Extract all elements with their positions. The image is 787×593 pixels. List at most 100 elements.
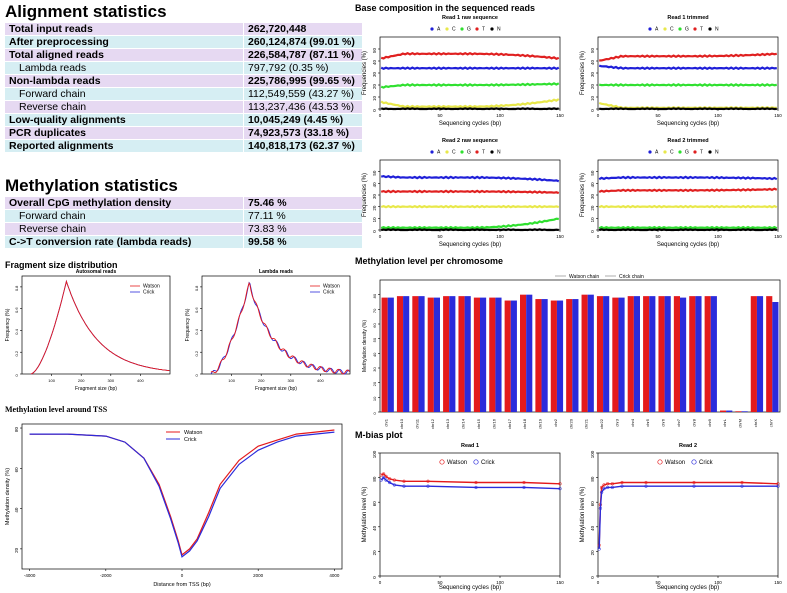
stats-label: Low-quality alignments	[5, 114, 243, 126]
mbias-point	[620, 484, 624, 488]
stats-row: Low-quality alignments 10,045,249 (4.45 %…	[5, 114, 362, 126]
fragment-panel-ytick-label: 0	[194, 374, 199, 377]
legend-dot-T	[693, 150, 697, 154]
fragment-panel-ytick-label: 0.8	[194, 285, 199, 291]
stats-row: Forward chain 77.11 %	[5, 210, 362, 222]
chromosome-bar	[603, 296, 610, 412]
base-series-G	[380, 217, 559, 230]
mbias-panel-xtick-label: 0	[597, 580, 600, 585]
legend-dot-G	[678, 27, 682, 31]
mbias-legend-dot	[473, 459, 479, 465]
tss-legend-label: Crick	[184, 437, 197, 443]
mbias-ylabel: Methylation level (%)	[362, 487, 368, 543]
base-panel-ytick-label: 10	[590, 96, 595, 102]
fragment-panel-xtick-label: 100	[48, 378, 55, 383]
chromosome-xtick-label: chr5	[645, 418, 650, 427]
stats-value: 260,124,874 (99.01 %)	[243, 36, 362, 48]
mbias-point	[387, 480, 392, 485]
stats-row: Overall CpG methylation density 75.46 %	[5, 197, 362, 209]
mbias-point	[426, 484, 430, 488]
mbias-point	[558, 482, 562, 486]
chromosome-xtick-label: chr13	[445, 418, 450, 429]
stats-value: 112,549,559 (43.27 %)	[243, 88, 362, 100]
mbias-panel-frame	[597, 452, 779, 577]
stats-label: After preprocessing	[5, 36, 243, 48]
chromosome-xtick-label: chr12	[430, 418, 435, 429]
legend-dot-T	[475, 150, 479, 154]
fragment-size-title: Fragment size distribution	[5, 260, 118, 270]
chromosome-ytick-label: 60	[372, 323, 377, 328]
mbias-panel-frame	[379, 452, 561, 577]
mbias-point	[602, 487, 606, 491]
mbias-point	[392, 478, 397, 482]
base-panel-xtick-label: 100	[496, 234, 504, 239]
base-panel-xtick-label: 0	[597, 113, 600, 118]
legend-dot-T	[693, 27, 697, 31]
base-panel-ytick-label: 0	[590, 109, 595, 112]
stats-value: 10,045,249 (4.45 %)	[243, 114, 362, 126]
chromosome-xtick-label: chr15	[476, 418, 481, 429]
legend-label-N: N	[715, 150, 719, 156]
base-panel-frame	[597, 36, 779, 110]
chromosome-bar	[704, 296, 711, 412]
base-panel-xtick-label: 50	[437, 113, 443, 118]
chromosome-bar	[633, 296, 640, 412]
base-xlabel: Sequencing cycles (bp)	[439, 121, 501, 127]
mbias-point	[692, 480, 696, 485]
legend-label-T: T	[482, 27, 485, 33]
legend-label-A: A	[655, 150, 659, 156]
chromosome-ylabel: Methylation density (%)	[362, 320, 368, 372]
chromosome-bar	[427, 297, 434, 412]
legend-label-G: G	[685, 27, 689, 33]
tss-ytick-label: 20	[14, 547, 19, 553]
base-ylabel: Frequencies (%)	[580, 173, 586, 217]
legend-dot-A	[648, 150, 652, 154]
legend-label-C: C	[670, 150, 674, 156]
chromosome-xtick-label: chr11	[414, 418, 419, 428]
base-panel-xtick-label: 0	[597, 234, 600, 239]
mbias-panel-xtick-label: 100	[496, 580, 504, 585]
mbias-panel-title: Read 2	[679, 443, 697, 449]
chromosome-xtick-label: chrL	[722, 418, 727, 427]
legend-label-C: C	[452, 27, 456, 33]
base-panel-xtick-label: 50	[655, 113, 661, 118]
chromosome-bar	[412, 296, 419, 412]
mbias-panel-title: Read 1	[461, 443, 479, 449]
base-panel-title: Read 1 trimmed	[667, 15, 708, 21]
base-panel-ytick-label: 40	[372, 182, 377, 188]
mbias-legend-label: Watson	[665, 460, 685, 466]
stats-value: 99.58 %	[243, 236, 362, 248]
base-panel-xtick-label: 150	[774, 113, 782, 118]
tss-frame	[21, 423, 343, 570]
chromosome-ytick-label: 20	[372, 381, 377, 386]
chromosome-ytick-label: 0	[372, 412, 377, 415]
base-panel-ytick-label: 20	[590, 84, 595, 90]
base-xlabel: Sequencing cycles (bp)	[439, 242, 501, 248]
fragment-series-watson	[30, 279, 170, 375]
base-panel-ytick-label: 30	[372, 72, 377, 78]
base-panel-ytick-label: 20	[372, 205, 377, 211]
tss-legend-label: Watson	[184, 430, 202, 436]
fragment-ylabel: Frequency (%)	[5, 308, 11, 341]
fragment-panel-xtick-label: 300	[107, 378, 114, 383]
base-panel-xtick-label: 150	[556, 234, 564, 239]
base-series-T	[380, 189, 560, 195]
base-series-N	[598, 228, 778, 232]
mbias-point	[598, 506, 603, 511]
legend-label-C: C	[670, 27, 674, 33]
stats-value: 262,720,448	[243, 23, 362, 35]
fragment-panel-ytick-label: 0.2	[194, 350, 199, 356]
stats-label: Lambda reads	[5, 62, 243, 74]
mbias-legend-dot	[691, 459, 697, 465]
stats-label: Forward chain	[5, 210, 243, 222]
base-panel-xtick-label: 0	[379, 234, 382, 239]
mbias-series-Crick	[380, 476, 561, 490]
chromosome-bar	[710, 296, 717, 412]
legend-dot-C	[445, 150, 449, 154]
mbias-point	[402, 484, 406, 488]
chromosome-bar	[526, 294, 533, 412]
base-panel-frame	[379, 159, 561, 231]
chromosome-legend-label: Crick chain	[619, 274, 644, 280]
mbias-legend-label: Crick	[699, 460, 714, 466]
base-panel-ytick-label: 30	[590, 194, 595, 200]
